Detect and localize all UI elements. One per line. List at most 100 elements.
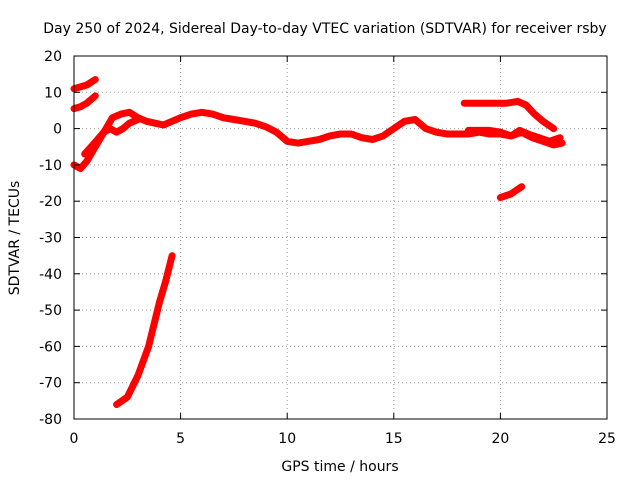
data-point [559,140,566,147]
data-point [241,118,248,125]
data-point [107,125,114,132]
data-point [486,127,493,134]
x-tick-label: 20 [491,431,509,447]
data-point [476,127,483,134]
data-point [316,136,323,143]
data-point [156,299,163,306]
data-point [124,394,131,401]
data-point [230,116,237,123]
data-point [160,122,167,128]
data-point [92,76,99,83]
data-point [188,111,195,118]
data-point [294,140,301,147]
data-point [135,116,141,123]
data-point [454,131,461,137]
data-point [348,131,355,137]
data-point [94,136,101,143]
data-point [273,129,280,136]
x-tick-label: 15 [385,431,403,447]
y-tick-label: -80 [39,412,62,428]
grid-lines [74,56,607,419]
series-early-high-b [70,92,99,113]
data-point [83,100,90,107]
series-late-secondary [464,126,564,145]
data-point [516,127,523,134]
x-tick-label: 5 [176,431,185,447]
data-point [461,100,468,107]
data-point [508,132,515,139]
data-point [100,129,107,136]
data-point [83,158,90,165]
data-point [77,103,84,110]
x-tick-label: 10 [278,431,296,447]
data-point [117,111,124,118]
data-point [326,132,333,139]
data-point [518,183,525,190]
data-point [143,118,150,125]
data-point [162,278,169,285]
data-series [70,76,566,408]
y-tick-label: -40 [39,267,62,283]
data-point [557,134,564,141]
chart-title: Day 250 of 2024, Sidereal Day-to-day VTE… [43,21,606,37]
data-point [284,138,291,145]
data-point [135,372,141,379]
data-point [535,134,542,141]
y-tick-label: 10 [44,85,62,101]
data-point [369,136,376,143]
x-tick-labels: 0 5 10 15 20 25 [70,431,616,447]
data-point [198,109,205,116]
data-point [88,143,95,150]
data-point [531,111,538,118]
data-point [209,111,216,118]
data-point [77,83,84,90]
data-point [525,131,532,137]
data-point [546,138,553,145]
data-point [120,125,126,132]
data-point [337,131,344,137]
data-point [145,343,152,350]
data-point [433,129,440,136]
y-tick-labels: 20 10 0 -10 -20 -30 -40 -50 -60 -70 -80 [39,49,62,428]
data-point [177,114,184,121]
data-point [523,102,529,108]
y-axis-label: SDTVAR / TECUs [7,181,23,296]
data-point [152,120,158,127]
data-point [109,114,116,121]
y-tick-label: 20 [44,49,62,65]
data-point [390,125,397,132]
data-point [169,118,176,125]
data-point [380,132,387,139]
data-point [550,125,557,132]
data-point [497,194,504,201]
data-point [493,100,500,107]
data-point [482,100,489,107]
y-tick-label: 0 [53,122,62,138]
series-early-high-a [70,76,99,93]
data-point [540,118,546,125]
series-deep-dip [113,252,176,408]
data-point [422,125,429,132]
x-axis-label: GPS time / hours [281,459,398,475]
data-point [262,123,269,130]
data-point [169,252,176,259]
data-point [471,100,478,107]
y-tick-label: -50 [39,303,62,319]
data-point [508,190,515,197]
data-point [514,98,521,105]
data-point [401,118,408,125]
y-tick-label: -60 [39,339,62,355]
data-point [358,134,365,141]
series-late-high [460,97,558,133]
data-point [220,114,227,121]
y-tick-label: -20 [39,194,62,210]
data-point [465,127,472,134]
x-tick-label: 0 [70,431,79,447]
data-point [77,165,84,172]
data-point [83,82,90,88]
data-point [412,116,419,123]
data-point [444,131,451,137]
data-point [81,151,88,157]
axis-ticks [73,55,608,420]
